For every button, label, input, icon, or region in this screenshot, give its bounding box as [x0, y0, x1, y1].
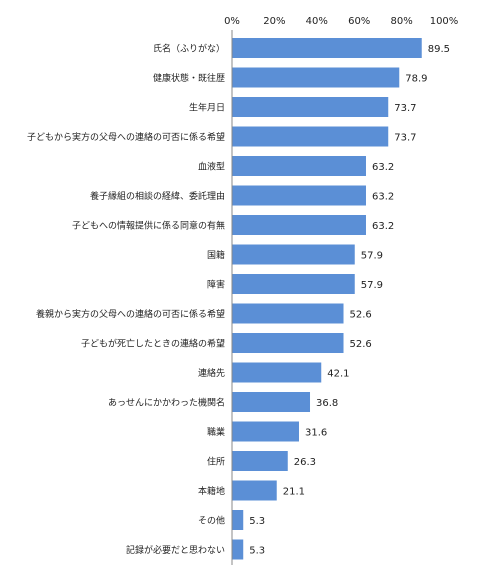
- category-labels: 氏名（ふりがな） 健康状態・既往歴生年月日子どもから実方の父母への連絡の可否に係る…: [27, 43, 225, 557]
- category-label: 子どもへの情報提供に係る同意の有無: [72, 220, 225, 232]
- bar: [232, 362, 322, 383]
- category-label: 子どもから実方の父母への連絡の可否に係る希望: [27, 131, 225, 143]
- value-label: 63.2: [372, 192, 394, 203]
- value-label: 52.6: [350, 339, 372, 350]
- value-label: 36.8: [316, 398, 338, 409]
- value-label: 73.7: [394, 133, 416, 144]
- bar: [232, 392, 311, 412]
- value-label: 26.3: [294, 457, 316, 468]
- bar: [232, 215, 366, 235]
- category-label: 健康状態・既往歴: [153, 72, 225, 84]
- category-label: あっせんにかかわった機関名: [108, 397, 225, 409]
- value-label: 57.9: [361, 280, 383, 291]
- category-label: 血液型: [198, 161, 225, 173]
- category-label: 氏名（ふりがな）: [153, 43, 225, 55]
- x-tick-label: 100%: [430, 16, 459, 27]
- value-labels: 89.5 78.9 73.7 73.7 63.2 63.2 63.2 57.9 57.9 52.6…: [249, 44, 450, 557]
- bar: [232, 333, 344, 353]
- value-label: 57.9: [361, 251, 383, 262]
- bar: [232, 185, 366, 206]
- category-label: 養子縁組の相談の経緯、委託理由: [90, 190, 225, 202]
- bar: [232, 244, 355, 265]
- category-label: 養親から実方の父母への連絡の可否に係る希望: [36, 308, 225, 320]
- value-label: 5.3: [249, 516, 265, 527]
- value-label: 5.3: [249, 546, 265, 557]
- value-label: 31.6: [305, 428, 327, 439]
- x-tick-label: 20%: [263, 16, 285, 27]
- category-label: 国籍: [207, 249, 225, 261]
- value-label: 21.1: [283, 487, 305, 498]
- bar: [232, 97, 389, 117]
- category-label: 障害: [207, 279, 225, 291]
- x-tick-label: 40%: [306, 16, 328, 27]
- bar: [232, 274, 355, 294]
- bar: [232, 126, 389, 147]
- value-label: 89.5: [428, 44, 450, 55]
- bar: [232, 510, 244, 530]
- category-label: 連絡先: [198, 367, 225, 379]
- bar: [232, 303, 344, 324]
- category-label: 職業: [207, 426, 225, 438]
- value-label: 73.7: [394, 103, 416, 114]
- category-label: 本籍地: [198, 485, 225, 497]
- bar: [232, 38, 422, 58]
- value-label: 63.2: [372, 162, 394, 173]
- value-label: 78.9: [405, 74, 427, 85]
- x-axis-ticks: 0% 20% 40% 60% 80% 100%: [224, 16, 458, 27]
- bar: [232, 451, 288, 471]
- x-tick-label: 60%: [348, 16, 370, 27]
- bars: [232, 38, 422, 560]
- value-label: 42.1: [327, 369, 349, 380]
- x-tick-label: 80%: [390, 16, 412, 27]
- bar: [232, 67, 400, 88]
- value-label: 63.2: [372, 221, 394, 232]
- value-label: 52.6: [350, 310, 372, 321]
- bar: [232, 421, 299, 442]
- bar: [232, 156, 366, 176]
- category-label: 生年月日: [189, 102, 225, 114]
- x-tick-label: 0%: [224, 16, 240, 27]
- category-label: その他: [198, 515, 225, 527]
- category-label: 子どもが死亡したときの連絡の希望: [81, 338, 225, 350]
- category-label: 記録が必要だと思わない: [126, 544, 225, 556]
- category-label: 住所: [207, 456, 225, 468]
- bar: [232, 480, 277, 501]
- bar: [232, 539, 244, 560]
